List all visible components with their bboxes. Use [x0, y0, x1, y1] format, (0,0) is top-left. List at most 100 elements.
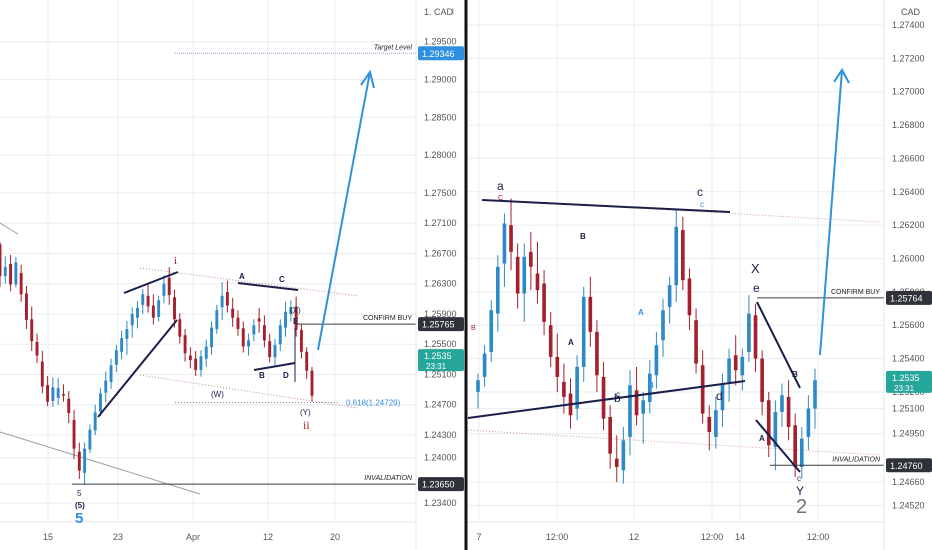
right-price-axis[interactable]: 1.27400 1.27200 1.27000 1.26800 1.26600 1.264…: [892, 20, 925, 510]
candle-body: [9, 264, 13, 285]
candle-body: [294, 306, 298, 330]
left-wave-labels: i A C (X) E B D (W) (Y) ii 5 (5) 5: [75, 255, 311, 527]
wave-label-B: B: [259, 371, 265, 380]
candle-body: [489, 310, 494, 352]
candle-body: [720, 383, 725, 411]
candle-body: [225, 292, 229, 306]
candle-body: [40, 361, 44, 387]
price-tick-label: 1.27200: [892, 53, 925, 63]
left-axis-menu-icon[interactable]: ⦚: [452, 7, 454, 17]
price-tag-label: 1.23650: [422, 480, 455, 490]
candle-body: [482, 353, 487, 377]
level-label: 0.618(1.24729): [346, 399, 401, 408]
candle-body: [509, 225, 513, 252]
candle-body: [120, 338, 124, 352]
candle-body: [700, 365, 705, 414]
price-tag-label: 1.25765: [422, 320, 455, 330]
left-abc-top: [237, 282, 299, 291]
wave-label-A: A: [239, 272, 245, 281]
candle-body: [99, 393, 102, 412]
candle-body: [647, 373, 652, 402]
time-tick-label: 12:00: [546, 532, 569, 542]
candle-body: [595, 331, 599, 376]
candle-body: [766, 400, 771, 446]
wave-label-ii: ii: [303, 418, 310, 432]
right-levels: CONFIRM BUY INVALIDATION: [757, 289, 884, 466]
candle-body: [114, 350, 118, 365]
left-time-axis[interactable]: 15 23 Apr 12 20: [43, 532, 340, 542]
candle-body: [608, 416, 612, 454]
price-tick-label: 1.23400: [424, 498, 457, 508]
candle-body: [19, 273, 23, 295]
wave-label-a: a: [497, 179, 504, 193]
candle-body: [305, 351, 309, 371]
time-tick-label: 14: [735, 532, 745, 542]
right-grid: [468, 0, 884, 522]
wave-label-A-right: A: [759, 434, 765, 443]
price-tick-label: 1.27500: [424, 188, 457, 198]
candle-body: [733, 355, 738, 371]
wave-label-A-blue: A: [638, 308, 644, 317]
candle-body: [753, 315, 758, 359]
candle-body: [542, 283, 546, 322]
left-grid: [0, 0, 416, 522]
wave-label-a-sub: C: [498, 195, 503, 202]
right-triangle-bottom: [467, 380, 746, 419]
projection-arrows: [317, 68, 850, 356]
level-label: INVALIDATION: [364, 475, 413, 482]
level-label: Target Level: [374, 44, 413, 51]
right-time-axis[interactable]: 7 12:00 12 12:00 14 12:00: [476, 532, 829, 542]
candle-body: [727, 358, 731, 384]
candle-body: [125, 329, 129, 339]
right-wedge-bottom: [755, 419, 801, 473]
candle-body: [747, 313, 751, 352]
candle-body: [674, 226, 679, 286]
candle-body: [502, 223, 507, 264]
wave-label-D: D: [283, 371, 289, 380]
candle-body: [215, 310, 219, 330]
candle-body: [806, 408, 811, 437]
level-label: CONFIRM BUY: [831, 289, 880, 296]
candle-body: [575, 366, 579, 409]
current-price-value: 1.2535: [892, 373, 920, 383]
price-tag: [418, 46, 464, 61]
candle-body: [183, 335, 187, 354]
candle-body: [178, 319, 182, 337]
price-tick-label: 1.29500: [424, 37, 457, 47]
candle-body: [799, 438, 804, 467]
price-tick-label: 1.25400: [892, 354, 925, 364]
left-abc-bottom: [253, 362, 296, 371]
time-tick-label: 12:00: [701, 532, 724, 542]
wave-label-X-big: X: [751, 261, 760, 276]
left-dotted-lower: [139, 374, 359, 409]
candle-body: [72, 419, 76, 449]
time-tick-label: 12: [263, 532, 273, 542]
price-tag: [886, 458, 932, 473]
left-upper-channel-line: [0, 222, 19, 235]
candle-body: [67, 398, 71, 414]
left-projection-arrow: [317, 71, 371, 351]
candle-body: [588, 296, 593, 332]
candle-body: [273, 344, 277, 358]
candle-body: [3, 267, 7, 277]
price-tick-label: 1.25100: [424, 369, 457, 379]
current-price-tag: [418, 349, 464, 372]
price-tick-label: 1.26700: [424, 248, 457, 258]
current-price-value: 1.2535: [424, 351, 452, 361]
left-axis-unit: 1. CAD: [424, 7, 454, 17]
price-tick-label: 1.24300: [424, 430, 457, 440]
candle-body: [476, 380, 480, 392]
wave-label-C: C: [279, 275, 285, 284]
wave-label-A-sub1: A: [568, 338, 574, 347]
candle-body: [252, 325, 256, 335]
right-triangle-top: [481, 199, 731, 213]
candle-body: [35, 341, 39, 356]
left-projection-arrowhead: [360, 69, 375, 89]
candle-body: [247, 340, 250, 347]
candle-body: [88, 429, 92, 450]
wave-label-5-paren: (5): [75, 501, 85, 510]
candle-body: [687, 278, 692, 316]
candle-body: [780, 395, 784, 412]
price-tick-label: 1.24950: [892, 429, 925, 439]
left-price-axis[interactable]: 1.29500 1.29000 1.28500 1.28000 1.27500 1.271…: [424, 37, 457, 508]
